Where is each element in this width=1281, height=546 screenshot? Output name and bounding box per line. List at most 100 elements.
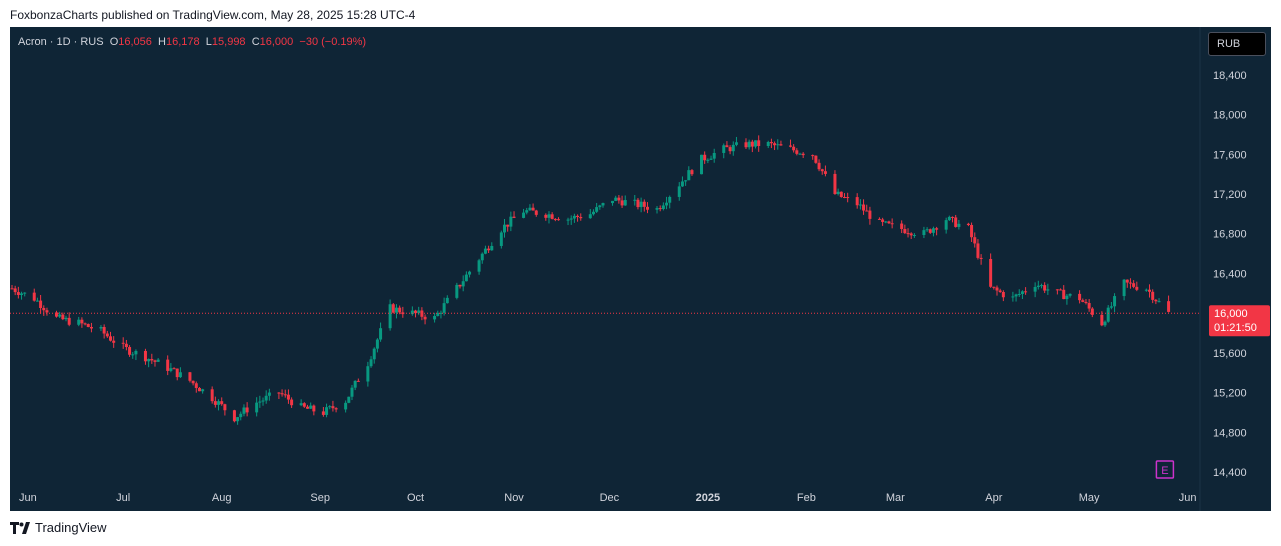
candle-body	[534, 210, 538, 215]
candle-body	[1024, 291, 1028, 293]
candle-body	[86, 324, 90, 327]
last-price-value: 16,000	[1214, 308, 1248, 320]
candle-body	[655, 208, 659, 210]
candle-body	[286, 394, 290, 400]
earnings-marker-label: E	[1161, 465, 1168, 477]
candle-body	[1043, 285, 1047, 291]
candle-body	[966, 223, 970, 226]
x-tick-label: Dec	[600, 492, 620, 504]
candle-body	[925, 229, 929, 231]
candle-body	[512, 216, 516, 218]
change-value: −30 (−0.19%)	[299, 36, 367, 48]
candle-body	[45, 310, 49, 313]
candle-body	[67, 317, 71, 325]
candle-body	[172, 368, 176, 370]
candle-body	[553, 218, 557, 220]
x-tick-label: Oct	[407, 492, 424, 504]
candle-body	[703, 154, 707, 161]
candle-body	[900, 223, 904, 230]
x-tick-label: 2025	[696, 492, 720, 504]
candle-body	[477, 260, 481, 272]
currency-button[interactable]: RUB	[1208, 32, 1266, 56]
candle-body	[1109, 306, 1113, 308]
symbol-label[interactable]: Acron · 1D · RUS	[18, 36, 104, 48]
candle-body	[109, 336, 112, 341]
candle-body	[356, 380, 360, 382]
x-tick-label: Mar	[886, 492, 905, 504]
chart-area[interactable]: 18,400 18,000 17,600 17,200 16,800 16,400 16,0…	[10, 27, 1271, 511]
candle-body	[550, 214, 554, 219]
candle-body	[245, 407, 249, 413]
candle-body	[458, 284, 462, 287]
tradingview-footer[interactable]: TradingView	[10, 520, 107, 535]
candle-body	[588, 214, 592, 219]
candle-body	[995, 287, 999, 291]
tradingview-brand: TradingView	[35, 520, 107, 535]
candle-body	[931, 228, 935, 233]
candle-body	[483, 248, 487, 254]
candle-body	[191, 380, 195, 384]
candle-body	[490, 245, 494, 251]
candle-body	[210, 389, 214, 402]
candle-body	[77, 319, 81, 325]
candle-body	[576, 215, 580, 218]
candle-body	[976, 243, 980, 258]
candle-body	[611, 200, 615, 204]
high-value: 16,178	[166, 36, 200, 48]
candle-body	[388, 304, 392, 329]
candle-body	[773, 143, 777, 146]
candle-body	[1167, 301, 1171, 312]
candle-body	[591, 211, 595, 215]
candle-body	[1065, 295, 1069, 300]
candle-body	[557, 219, 561, 221]
candle-body	[970, 225, 974, 238]
candle-body	[445, 297, 449, 304]
candle-body	[579, 217, 583, 219]
candle-body	[881, 219, 885, 222]
candle-body	[766, 142, 770, 146]
candle-body	[645, 206, 649, 210]
candle-body	[201, 389, 205, 392]
candle-body	[379, 328, 383, 340]
candle-body	[744, 142, 748, 148]
candle-body	[1078, 293, 1082, 301]
y-tick-label: 14,400	[1213, 467, 1247, 479]
candle-body	[1122, 279, 1126, 297]
candle-body	[754, 140, 758, 147]
candle-body	[328, 406, 332, 408]
candle-body	[147, 358, 151, 362]
candle-body	[398, 307, 402, 313]
candle-body	[302, 403, 306, 407]
candle-body	[865, 210, 869, 212]
candle-body	[1017, 293, 1021, 295]
candle-body	[347, 396, 351, 403]
candle-body	[614, 197, 618, 201]
candle-body	[105, 333, 109, 337]
candle-body	[261, 400, 265, 402]
x-tick-label: Jun	[1179, 492, 1197, 504]
candle-body	[776, 144, 780, 146]
price-chart[interactable]: 18,400 18,000 17,600 17,200 16,800 16,400 16,0…	[10, 27, 1271, 511]
candle-body	[80, 319, 84, 324]
candle-body	[16, 292, 20, 295]
candle-body	[712, 152, 716, 159]
candle-body	[20, 293, 24, 295]
candle-body	[912, 235, 916, 237]
candle-body	[153, 360, 157, 362]
candle-body	[792, 146, 796, 151]
candle-body	[947, 216, 951, 221]
candle-body	[58, 314, 62, 317]
candle-body	[928, 229, 932, 233]
candle-body	[998, 290, 1002, 293]
candle-body	[906, 233, 910, 235]
candle-body	[344, 402, 348, 410]
x-tick-label: Sep	[310, 492, 330, 504]
candle-body	[842, 196, 846, 198]
candle-body	[1033, 286, 1037, 292]
candle-body	[992, 286, 996, 288]
candle-body	[973, 237, 977, 244]
candle-body	[801, 153, 805, 156]
candle-body	[264, 395, 268, 401]
candle-body	[102, 327, 106, 334]
candle-body	[687, 170, 691, 181]
